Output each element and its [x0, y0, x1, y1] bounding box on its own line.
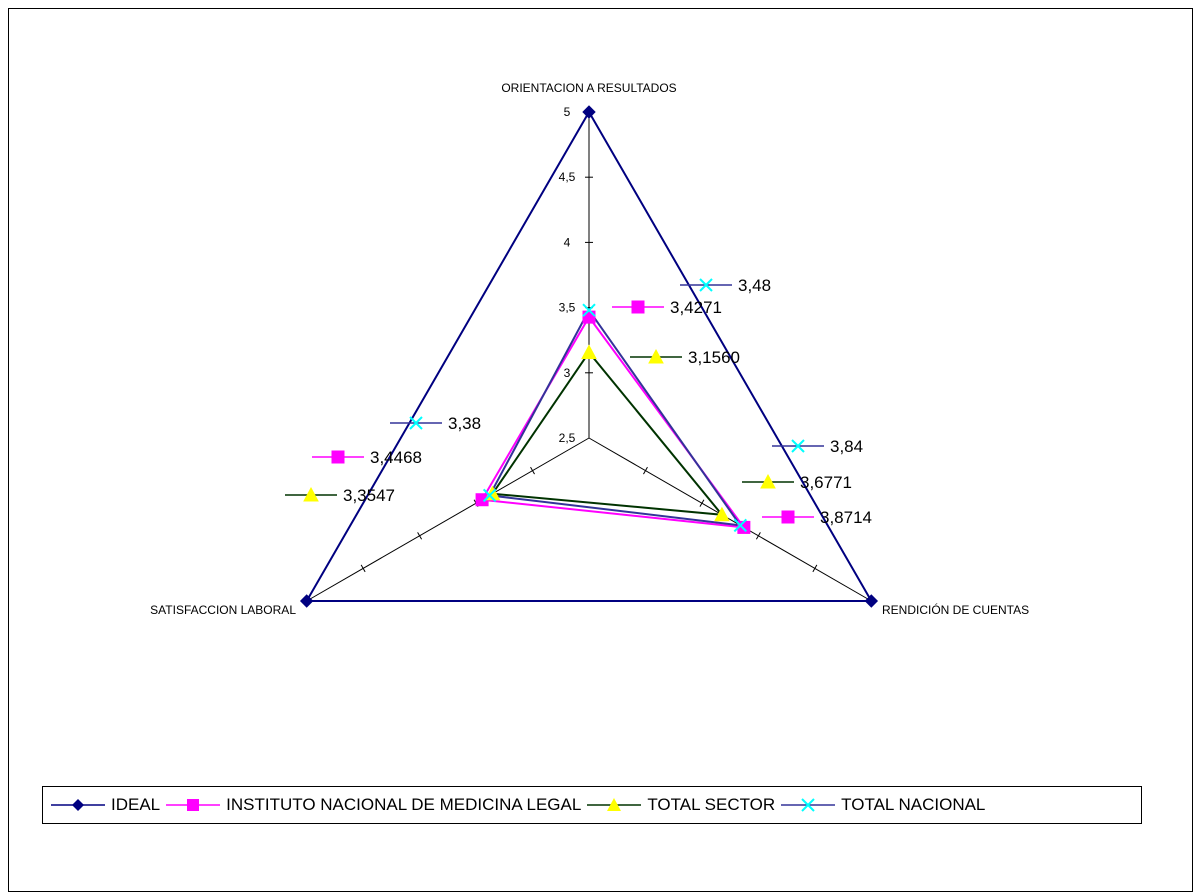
tick-label: 4 [564, 235, 571, 249]
legend-item-0: IDEAL [49, 795, 160, 815]
legend-label: IDEAL [111, 795, 161, 814]
data-point-0-2 [299, 594, 314, 608]
tick-label: 3 [564, 366, 571, 380]
data-label: 3,38 [448, 414, 481, 433]
axis-tick [417, 532, 423, 540]
axis-spoke-1 [588, 437, 872, 602]
data-point-3-1 [733, 518, 748, 533]
data-label-key-marker [409, 416, 423, 430]
legend-label: TOTAL SECTOR [647, 795, 776, 814]
data-label: 3,84 [830, 437, 863, 456]
data-label: 3,1560 [688, 348, 740, 367]
data-point-0-0 [582, 105, 596, 119]
legend-label: INSTITUTO NACIONAL DE MEDICINA LEGAL [226, 795, 582, 814]
data-label: 3,4468 [370, 448, 422, 467]
series-line-3 [488, 308, 743, 527]
axis-tick [643, 466, 648, 475]
legend-label: TOTAL NACIONAL [841, 795, 986, 814]
data-label-key-marker [781, 510, 795, 524]
axis-tick [530, 466, 535, 475]
chart-frame [8, 8, 1193, 892]
tick-label: 5 [564, 105, 571, 119]
tick-label: 3,5 [559, 301, 576, 315]
data-label-key-marker [791, 439, 805, 453]
data-label-key-marker [303, 486, 319, 502]
axis-tick [812, 564, 818, 573]
data-label-key-marker [760, 473, 776, 489]
data-label: 3,6771 [800, 473, 852, 492]
legend-item-1: INSTITUTO NACIONAL DE MEDICINA LEGAL [164, 795, 581, 815]
data-label: 3,8714 [820, 508, 872, 527]
data-label-key-marker [699, 278, 713, 292]
data-label-key-marker [331, 450, 345, 464]
axis-spoke-2 [306, 437, 590, 602]
data-label: 3,3547 [343, 486, 395, 505]
data-point-0-1 [864, 594, 879, 608]
axis-label-2: SATISFACCION LABORAL [150, 603, 296, 617]
tick-label: 2,5 [559, 431, 576, 445]
data-point-3-2 [482, 488, 497, 503]
data-point-2-0 [581, 344, 597, 359]
series-line-2 [490, 350, 725, 516]
legend-swatch-2 [587, 798, 642, 811]
legend-item-3: TOTAL NACIONAL [779, 795, 985, 815]
data-point-3-0 [582, 303, 596, 317]
axis-label-0: ORIENTACION A RESULTADOS [501, 81, 676, 95]
legend-swatch-3 [781, 798, 836, 812]
legend-swatch-1 [166, 799, 221, 811]
data-label-key-marker [648, 348, 664, 364]
data-label: 3,4271 [670, 298, 722, 317]
axis-tick [699, 499, 705, 507]
legend-item-2: TOTAL SECTOR [585, 795, 775, 815]
legend: IDEAL INSTITUTO NACIONAL DE MEDICINA LEGA… [42, 786, 1142, 824]
axis-tick [755, 532, 761, 540]
legend-swatch-0 [51, 799, 105, 811]
data-point-1-0 [582, 310, 596, 324]
data-point-2-1 [714, 506, 730, 522]
data-label-key-marker [631, 300, 645, 314]
axis-label-1: RENDICIÓN DE CUENTAS [882, 602, 1029, 617]
data-label: 3,48 [738, 276, 771, 295]
axis-tick [360, 564, 366, 573]
tick-label: 4,5 [559, 170, 576, 184]
series-line-0 [304, 109, 874, 602]
